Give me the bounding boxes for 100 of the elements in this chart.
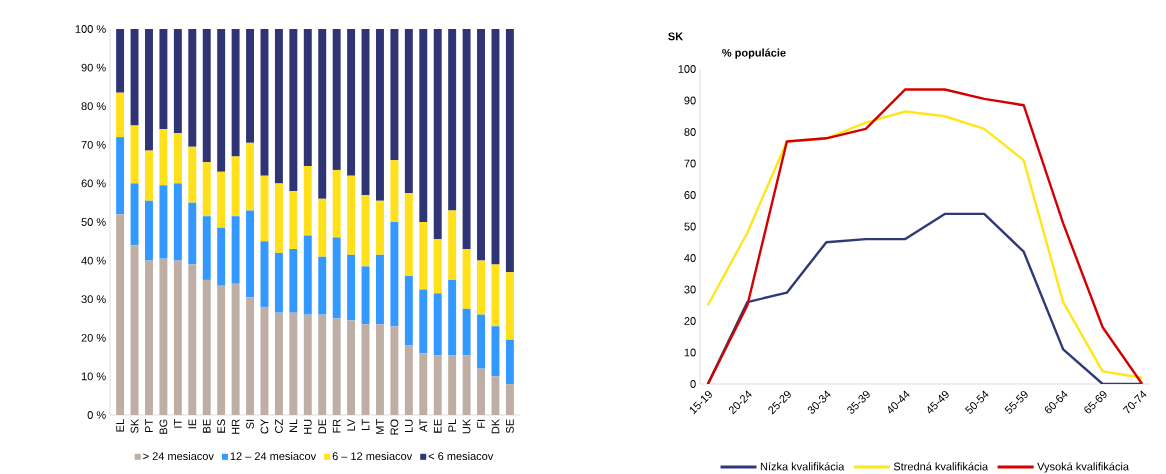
bar (419, 222, 428, 290)
bar (332, 29, 341, 170)
x-tick-label: LV (347, 418, 355, 431)
bar (462, 29, 471, 250)
bar (188, 264, 197, 415)
x-tick-label: HR (231, 419, 240, 434)
bar (202, 279, 211, 415)
x-tick-label: PL (448, 419, 456, 432)
bar (390, 160, 399, 222)
x-tick-label: PT (145, 419, 153, 433)
chart-title: SK (668, 32, 684, 41)
bar (361, 324, 370, 415)
bar (332, 318, 341, 415)
bar (274, 183, 283, 253)
x-tick-label: ES (217, 419, 226, 433)
x-tick-label: IT (174, 419, 182, 428)
bar (332, 237, 341, 319)
bar (404, 276, 413, 346)
legend-label: > 24 mesiacov (143, 452, 214, 461)
x-tick-label: SI (246, 419, 254, 429)
bar (390, 222, 399, 327)
bar (505, 29, 514, 273)
bar (462, 249, 471, 309)
bar (491, 29, 500, 265)
bar (231, 216, 240, 284)
x-tick-label: SK (130, 418, 139, 434)
bar (318, 29, 327, 199)
y-tick-label: 90 (684, 96, 696, 105)
y-axis-title: % populácie (722, 48, 786, 59)
bar (347, 29, 356, 176)
bar (462, 355, 471, 415)
y-tick-label: 20 (684, 317, 696, 325)
bar (289, 312, 298, 415)
y-tick-label: 80 % (81, 102, 106, 111)
bar (217, 171, 226, 228)
legend-label: < 6 mesiacov (428, 452, 494, 461)
bar (289, 29, 298, 192)
bar (376, 200, 384, 255)
bar (231, 156, 240, 217)
bar (173, 29, 182, 134)
bar (433, 355, 442, 415)
y-tick-label: 60 % (81, 179, 106, 188)
x-tick-label: FI (477, 419, 485, 428)
bar (231, 29, 240, 157)
bar (361, 266, 370, 325)
bar (419, 289, 428, 354)
bar (130, 29, 139, 126)
x-tick-label: LT (361, 419, 370, 430)
bar (376, 254, 384, 325)
bar (491, 326, 500, 377)
bar (347, 254, 356, 321)
bar (173, 133, 182, 184)
bar (332, 169, 341, 238)
bar (419, 29, 428, 222)
bar (303, 29, 312, 167)
legend-label: Stredná kvalifikácia (893, 462, 989, 471)
bar (318, 256, 327, 315)
bar (202, 29, 211, 163)
bar (274, 252, 283, 313)
bar (303, 166, 312, 236)
bar (274, 312, 283, 415)
bar (145, 260, 153, 415)
y-tick-label: 30 (684, 285, 696, 294)
bar (448, 279, 457, 356)
bar (116, 137, 125, 215)
bar (116, 29, 125, 93)
bar (448, 210, 457, 280)
y-tick-label: 70 (684, 159, 696, 168)
bar (390, 326, 399, 415)
bar (274, 29, 283, 184)
x-tick-label: DK (491, 418, 500, 434)
legend-label: Nízka kvalifikácia (760, 462, 845, 471)
bar (318, 314, 327, 415)
x-tick-label: SE (506, 419, 514, 434)
x-tick-label: DE (318, 419, 327, 434)
bar (303, 314, 312, 415)
bar (246, 297, 255, 415)
x-tick-label: NL (289, 419, 298, 433)
y-tick-label: 50 % (81, 218, 106, 226)
bar (505, 272, 514, 340)
bar (289, 191, 298, 250)
bar (404, 345, 413, 415)
x-tick-label: CY (260, 419, 269, 434)
bar (505, 339, 514, 385)
y-tick-label: 70 % (81, 140, 106, 149)
y-tick-label: 40 (684, 254, 696, 262)
bar (477, 29, 485, 261)
bar (202, 162, 211, 217)
y-tick-label: 60 (684, 191, 696, 199)
bar (173, 260, 182, 415)
x-tick-label: CZ (275, 419, 283, 433)
y-tick-label: 0 (690, 380, 696, 388)
y-tick-label: 10 (684, 348, 696, 357)
x-tick-label: LU (405, 419, 413, 433)
y-tick-label: 0 % (87, 411, 106, 419)
bar (376, 29, 384, 201)
bar (477, 314, 485, 369)
bar (173, 183, 182, 261)
bar (231, 283, 240, 415)
x-tick-label: BE (202, 419, 211, 433)
